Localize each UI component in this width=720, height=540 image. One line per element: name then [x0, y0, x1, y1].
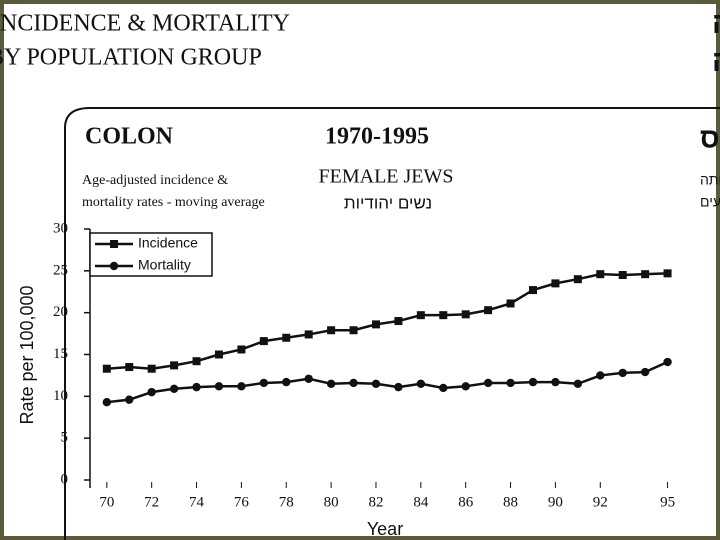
marker — [214, 350, 223, 359]
marker — [192, 357, 201, 366]
marker — [326, 379, 336, 388]
marker — [237, 345, 246, 354]
header-title-he: תחלואה ותמותה — [712, 7, 720, 40]
y-tick-label: 30 — [53, 220, 68, 236]
x-tick-label: 86 — [458, 494, 474, 510]
marker — [349, 378, 358, 388]
marker — [484, 306, 493, 315]
chart-frame — [64, 107, 720, 540]
chart-title: COLON — [85, 124, 174, 150]
marker — [259, 378, 269, 388]
x-tick-label: 78 — [279, 494, 294, 510]
y-tick-label: 25 — [53, 262, 68, 278]
x-tick-label: 72 — [144, 494, 159, 510]
marker — [125, 395, 134, 404]
marker — [416, 311, 425, 320]
marker — [327, 326, 336, 335]
marker — [596, 371, 605, 380]
legend-label: Incidence — [138, 235, 198, 251]
marker — [214, 382, 224, 391]
header-title: INCIDENCE & MORTALITY — [0, 11, 290, 37]
x-tick-label: 76 — [234, 494, 250, 510]
legend-label: Mortality — [138, 257, 191, 273]
marker — [282, 377, 291, 387]
header-title: BY POPULATION GROUP — [0, 45, 262, 71]
y-axis-label: Rate per 100,000 — [17, 285, 37, 424]
marker — [663, 269, 672, 278]
marker — [147, 387, 156, 397]
x-tick-label: 84 — [413, 494, 429, 510]
marker — [573, 275, 582, 284]
chart-subtitle-he: שיעורי תחלואה ותמותה — [700, 172, 720, 188]
marker — [259, 337, 268, 346]
marker — [506, 378, 515, 388]
series-line — [106, 272, 668, 370]
marker — [528, 377, 538, 387]
marker — [596, 270, 605, 279]
marker — [618, 271, 627, 280]
marker — [461, 310, 470, 319]
marker — [528, 286, 537, 295]
marker — [170, 361, 179, 370]
x-tick-label: 80 — [324, 494, 339, 510]
marker — [147, 364, 156, 373]
marker — [304, 374, 313, 383]
marker — [102, 364, 111, 373]
marker — [439, 311, 448, 320]
chart-period: 1970-1995 — [325, 124, 429, 150]
marker — [461, 382, 470, 391]
y-tick-label: 20 — [53, 304, 68, 320]
y-tick-label: 15 — [53, 346, 68, 362]
marker — [394, 317, 403, 326]
marker — [371, 379, 381, 388]
marker — [483, 378, 493, 388]
chart-group: FEMALE JEWS — [319, 166, 454, 188]
y-tick-label: 0 — [61, 471, 69, 487]
chart-subtitle: Age-adjusted incidence & — [82, 173, 228, 188]
series-line — [106, 360, 669, 404]
x-axis-label: Year — [367, 519, 403, 539]
x-tick-label: 88 — [503, 494, 518, 510]
marker — [109, 261, 119, 271]
x-tick-label: 70 — [99, 494, 114, 510]
chart-subtitle: mortality rates - moving average — [82, 195, 265, 210]
marker — [663, 357, 672, 367]
y-tick-label: 10 — [53, 388, 68, 404]
marker — [371, 320, 380, 329]
marker — [237, 382, 246, 391]
marker — [169, 384, 179, 394]
x-tick-label: 92 — [593, 494, 608, 510]
marker — [416, 379, 426, 388]
marker — [573, 379, 583, 388]
marker — [394, 382, 403, 392]
marker — [641, 270, 650, 279]
marker — [304, 330, 313, 339]
marker — [110, 240, 118, 248]
marker — [349, 326, 358, 335]
x-tick-label: 74 — [189, 494, 205, 510]
marker — [439, 383, 448, 393]
x-tick-label: 95 — [660, 494, 675, 510]
marker — [506, 299, 515, 308]
chart-title-he: מעי גס — [700, 122, 720, 153]
chart-group-he: נשים יהודיות — [344, 193, 432, 212]
marker — [618, 368, 627, 378]
marker — [551, 377, 560, 387]
x-tick-label: 82 — [368, 494, 383, 510]
marker — [102, 397, 112, 407]
marker — [551, 279, 560, 288]
marker — [640, 367, 650, 377]
y-tick-label: 5 — [61, 430, 69, 446]
chart-subtitle-he: מתוקננים לגיל - ממוצעים נעים — [700, 194, 720, 210]
x-tick-label: 90 — [548, 494, 563, 510]
marker — [282, 333, 291, 342]
marker — [192, 382, 201, 392]
marker — [125, 363, 134, 372]
header-title-he: לפי קבוצת אוכלוסייה — [712, 45, 720, 78]
